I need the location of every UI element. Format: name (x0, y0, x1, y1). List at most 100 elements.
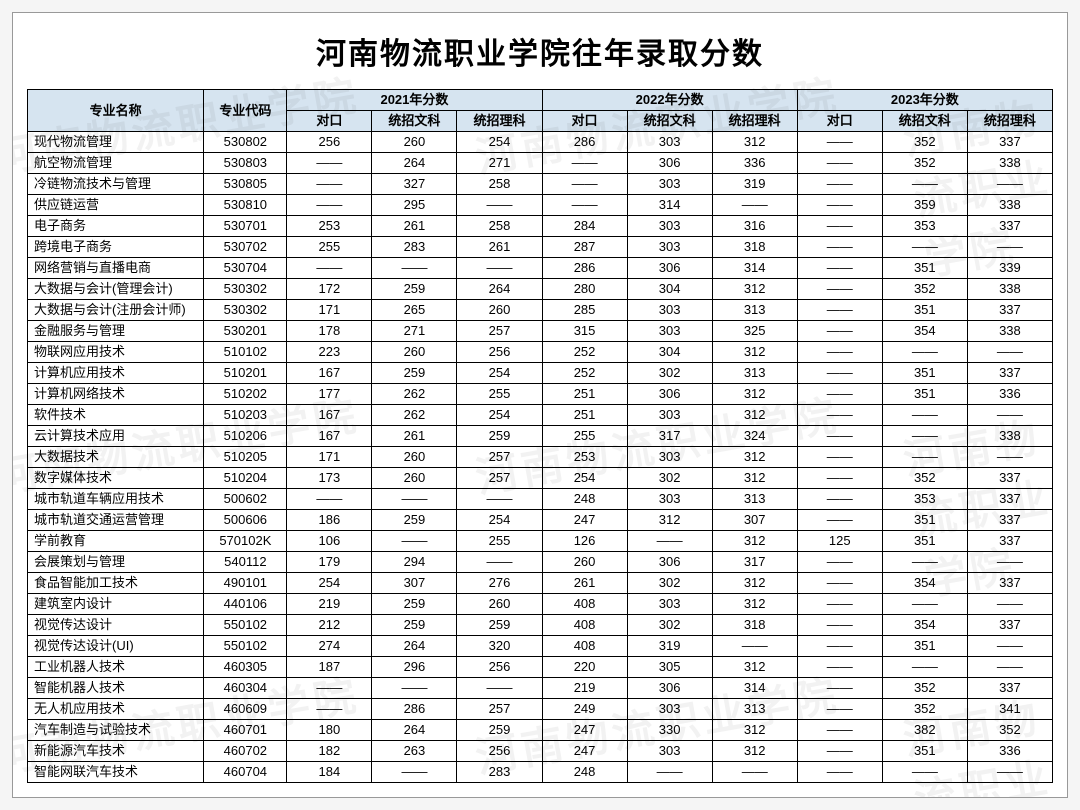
cell-major-code: 530805 (204, 174, 287, 195)
cell-score: 256 (457, 657, 542, 678)
cell-score: 260 (372, 468, 457, 489)
cell-score: 126 (542, 531, 627, 552)
cell-major-code: 530302 (204, 300, 287, 321)
cell-score: 254 (457, 363, 542, 384)
cell-score: —— (797, 510, 882, 531)
cell-score: 312 (712, 342, 797, 363)
cell-major-code: 570102K (204, 531, 287, 552)
cell-score: 336 (967, 741, 1052, 762)
cell-score: 261 (372, 426, 457, 447)
cell-score: 408 (542, 615, 627, 636)
cell-score: —— (967, 552, 1052, 573)
cell-score: —— (372, 762, 457, 783)
cell-score: 303 (627, 447, 712, 468)
table-row: 跨境电子商务530702255283261287303318—————— (28, 237, 1053, 258)
cell-score: 271 (457, 153, 542, 174)
table-row: 软件技术510203167262254251303312—————— (28, 405, 1053, 426)
table-row: 冷链物流技术与管理530805——327258——303319—————— (28, 174, 1053, 195)
cell-score: 305 (627, 657, 712, 678)
cell-score: 351 (882, 258, 967, 279)
cell-score: —— (797, 657, 882, 678)
cell-score: 337 (967, 573, 1052, 594)
cell-score: —— (797, 300, 882, 321)
cell-major-code: 460305 (204, 657, 287, 678)
table-row: 会展策划与管理540112179294——260306317—————— (28, 552, 1053, 573)
cell-major-name: 视觉传达设计(UI) (28, 636, 204, 657)
cell-score: 264 (372, 636, 457, 657)
cell-score: 283 (372, 237, 457, 258)
col-sub: 统招文科 (372, 111, 457, 132)
table-row: 云计算技术应用510206167261259255317324————338 (28, 426, 1053, 447)
cell-score: 219 (287, 594, 372, 615)
document-page: 河南物流职业学院 河南物流职业学院 河南物流职业学院 河南物流职业学院 河南物流… (12, 12, 1068, 798)
cell-score: —— (797, 615, 882, 636)
cell-score: 187 (287, 657, 372, 678)
cell-score: 327 (372, 174, 457, 195)
cell-score: —— (882, 552, 967, 573)
cell-score: 284 (542, 216, 627, 237)
table-row: 无人机应用技术460609——286257249303313——352341 (28, 699, 1053, 720)
cell-major-name: 电子商务 (28, 216, 204, 237)
cell-score: 306 (627, 384, 712, 405)
cell-major-name: 城市轨道车辆应用技术 (28, 489, 204, 510)
cell-major-name: 会展策划与管理 (28, 552, 204, 573)
cell-score: 259 (372, 363, 457, 384)
cell-score: —— (797, 279, 882, 300)
cell-score: 264 (372, 720, 457, 741)
cell-score: 337 (967, 615, 1052, 636)
cell-major-name: 建筑室内设计 (28, 594, 204, 615)
cell-score: 336 (967, 384, 1052, 405)
cell-score: 259 (372, 279, 457, 300)
cell-major-code: 510203 (204, 405, 287, 426)
cell-score: 303 (627, 405, 712, 426)
col-sub: 对口 (797, 111, 882, 132)
cell-score: 178 (287, 321, 372, 342)
cell-score: 296 (372, 657, 457, 678)
col-group-2023: 2023年分数 (797, 90, 1052, 111)
cell-score: 256 (457, 342, 542, 363)
cell-score: 359 (882, 195, 967, 216)
cell-score: 259 (372, 615, 457, 636)
cell-score: —— (797, 426, 882, 447)
cell-score: 248 (542, 762, 627, 783)
cell-score: —— (967, 762, 1052, 783)
cell-score: 304 (627, 342, 712, 363)
cell-major-code: 530803 (204, 153, 287, 174)
cell-major-code: 460609 (204, 699, 287, 720)
cell-major-code: 530810 (204, 195, 287, 216)
cell-score: 337 (967, 216, 1052, 237)
cell-score: 320 (457, 636, 542, 657)
cell-score: 106 (287, 531, 372, 552)
cell-score: 261 (457, 237, 542, 258)
cell-score: —— (967, 405, 1052, 426)
cell-score: 304 (627, 279, 712, 300)
cell-major-name: 智能网联汽车技术 (28, 762, 204, 783)
cell-score: —— (457, 552, 542, 573)
cell-score: 318 (712, 615, 797, 636)
cell-major-code: 460701 (204, 720, 287, 741)
table-row: 网络营销与直播电商530704——————286306314——351339 (28, 258, 1053, 279)
cell-score: 259 (372, 510, 457, 531)
cell-score: 351 (882, 363, 967, 384)
table-row: 大数据技术510205171260257253303312—————— (28, 447, 1053, 468)
cell-score: 351 (882, 636, 967, 657)
cell-score: 337 (967, 363, 1052, 384)
col-sub: 统招理科 (967, 111, 1052, 132)
cell-score: 408 (542, 594, 627, 615)
cell-score: 247 (542, 720, 627, 741)
cell-score: 254 (542, 468, 627, 489)
cell-score: —— (797, 741, 882, 762)
table-row: 物联网应用技术510102223260256252304312—————— (28, 342, 1053, 363)
cell-score: 167 (287, 405, 372, 426)
table-body: 现代物流管理530802256260254286303312——352337航空… (28, 132, 1053, 783)
cell-score: 312 (712, 741, 797, 762)
cell-score: —— (542, 174, 627, 195)
col-sub: 统招理科 (712, 111, 797, 132)
cell-score: 172 (287, 279, 372, 300)
col-sub: 统招理科 (457, 111, 542, 132)
cell-major-name: 工业机器人技术 (28, 657, 204, 678)
cell-score: 314 (712, 678, 797, 699)
cell-score: 264 (457, 279, 542, 300)
cell-score: 295 (372, 195, 457, 216)
cell-score: 312 (712, 132, 797, 153)
